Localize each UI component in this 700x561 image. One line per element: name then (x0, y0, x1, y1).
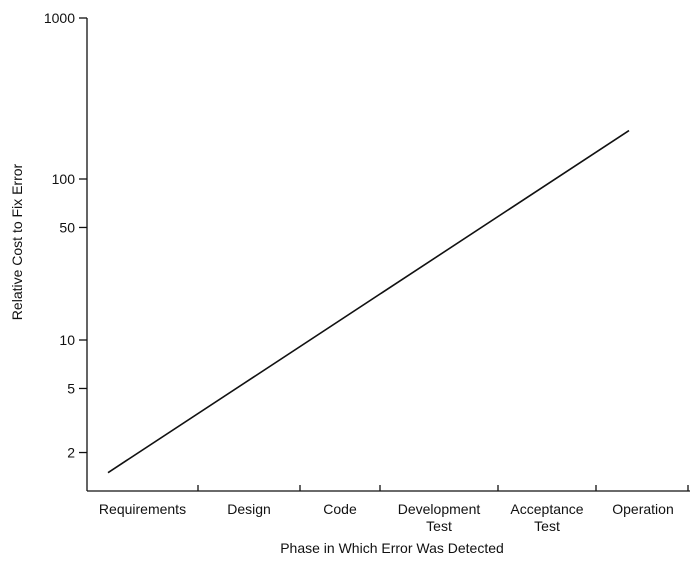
y-tick-label: 2 (67, 445, 75, 461)
x-axis-ticks (197, 485, 689, 491)
x-tick-label: Development (398, 501, 481, 517)
x-tick-label: Code (323, 501, 357, 517)
x-tick-label: Acceptance (510, 501, 583, 517)
x-tick-label: Operation (612, 501, 673, 517)
y-tick-label: 5 (67, 380, 75, 396)
x-tick-label: Test (534, 518, 560, 534)
y-axis-label: Relative Cost to Fix Error (9, 163, 25, 320)
y-tick-label: 100 (52, 171, 76, 187)
y-axis-ticks: 1000 100 50 10 5 2 (44, 10, 87, 461)
x-tick-label: Design (227, 501, 271, 517)
x-axis-label: Phase in Which Error Was Detected (280, 540, 504, 556)
x-tick-label: Test (426, 518, 452, 534)
series-line (107, 129, 630, 474)
series-group (107, 129, 630, 474)
y-tick-label: 10 (59, 332, 75, 348)
y-tick-label: 50 (59, 219, 75, 235)
y-tick-label: 1000 (44, 10, 75, 26)
x-tick-label: Requirements (99, 501, 186, 517)
x-tick-labels: Requirements Design Code DevelopmentTestAcc… (99, 501, 674, 534)
